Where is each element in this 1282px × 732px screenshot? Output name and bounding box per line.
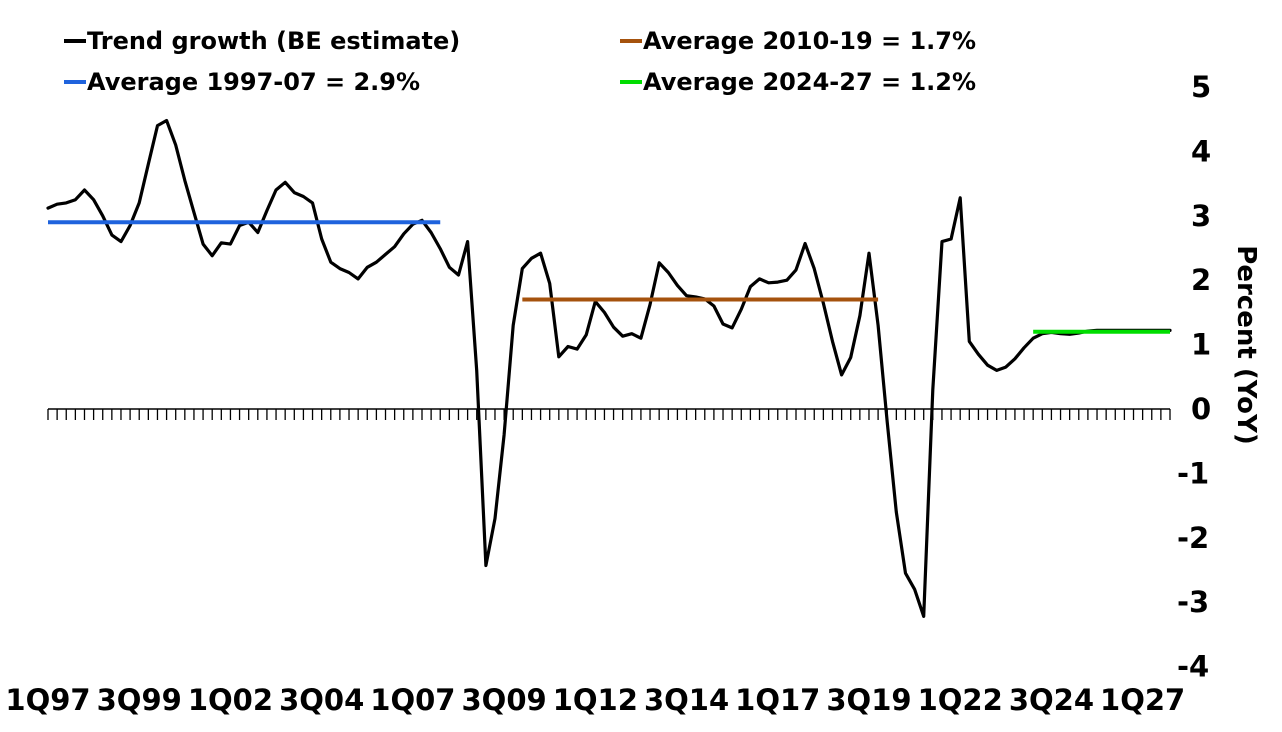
x-axis-tick-label: 3Q99 <box>97 683 182 717</box>
legend-item-label: Average 2024-27 = 1.2% <box>643 67 977 96</box>
legend-item: Average 2010-19 = 1.7% <box>620 27 976 55</box>
chart-legend: Trend growth (BE estimate) Average 1997-0… <box>64 20 976 102</box>
y-axis-tick-label: 3 <box>1191 199 1211 233</box>
x-axis-tick-label: 1Q97 <box>5 683 90 717</box>
x-axis-tick-label: 1Q12 <box>553 683 638 717</box>
trend-line <box>46 118 1172 619</box>
legend-dash-icon <box>620 79 642 84</box>
x-axis-tick-label: 3Q09 <box>462 683 547 717</box>
x-axis-tick-label: 1Q07 <box>370 683 455 717</box>
y-axis-tick-label: 5 <box>1191 70 1211 104</box>
y-axis-tick-label: 1 <box>1191 328 1211 362</box>
y-axis-tick-label: 0 <box>1191 392 1211 426</box>
y-axis-tick-label: -4 <box>1177 650 1209 684</box>
legend-item-label: Trend growth (BE estimate) <box>87 26 461 55</box>
y-axis-tick-label: -1 <box>1177 456 1209 490</box>
legend-item: Average 1997-07 = 2.9% <box>64 68 620 96</box>
x-axis-tick-label: 1Q22 <box>918 683 1003 717</box>
y-axis-tick-label: 2 <box>1191 263 1211 297</box>
y-axis-tick-label: -3 <box>1177 585 1209 619</box>
legend-item-label: Average 1997-07 = 2.9% <box>87 67 421 96</box>
legend-item: Trend growth (BE estimate) <box>64 27 620 55</box>
x-axis-tick-label: 3Q04 <box>279 683 364 717</box>
y-axis-tick-label: 4 <box>1191 134 1211 168</box>
x-axis-tick-label: 3Q19 <box>826 683 911 717</box>
x-axis-tick-label: 1Q27 <box>1100 683 1185 717</box>
x-axis-tick-label: 3Q24 <box>1009 683 1094 717</box>
legend-dash-icon <box>64 38 86 43</box>
x-axis-tick-label: 3Q14 <box>644 683 729 717</box>
legend-dash-icon <box>620 38 642 43</box>
legend-item: Average 2024-27 = 1.2% <box>620 68 976 96</box>
x-axis-tick-label: 1Q17 <box>735 683 820 717</box>
legend-dash-icon <box>64 79 86 84</box>
legend-item-label: Average 2010-19 = 1.7% <box>643 26 977 55</box>
y-axis-title: Percent (YoY) <box>1231 245 1261 444</box>
y-axis-tick-label: -2 <box>1177 521 1209 555</box>
x-axis-tick-label: 1Q02 <box>188 683 273 717</box>
